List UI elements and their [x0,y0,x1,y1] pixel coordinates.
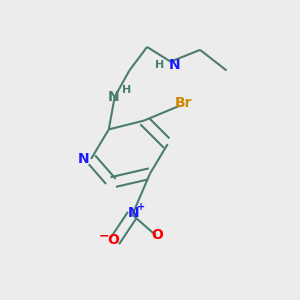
Text: N: N [169,58,181,72]
Text: H: H [155,60,164,70]
Text: N: N [107,90,119,104]
Text: O: O [152,228,163,242]
Text: N: N [128,206,140,220]
Text: H: H [122,85,131,94]
Text: O: O [107,233,119,247]
Text: +: + [136,202,145,212]
Text: Br: Br [175,96,193,110]
Text: N: N [78,152,90,166]
Text: −: − [98,230,109,242]
